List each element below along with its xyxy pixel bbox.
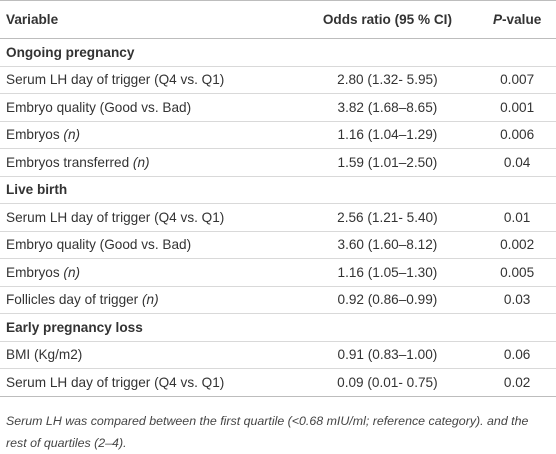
section-row: Ongoing pregnancy bbox=[0, 38, 556, 67]
section-title: Early pregnancy loss bbox=[0, 313, 556, 342]
variable-cell: Serum LH day of trigger (Q4 vs. Q1) bbox=[0, 203, 297, 232]
data-row: Embryos (n) 1.16 (1.04–1.29) 0.006 bbox=[0, 121, 556, 149]
header-row: Variable Odds ratio (95 % CI) P-value bbox=[0, 0, 556, 39]
p-value-cell: 0.005 bbox=[478, 258, 556, 287]
section-row: Live birth bbox=[0, 176, 556, 204]
data-row: Serum LH day of trigger (Q4 vs. Q1) 0.09 … bbox=[0, 368, 556, 397]
p-value-cell: 0.002 bbox=[478, 231, 556, 259]
p-value-cell: 0.001 bbox=[478, 93, 556, 122]
odds-ratio-cell: 3.82 (1.68–8.65) bbox=[296, 93, 479, 122]
p-value-cell: 0.006 bbox=[478, 121, 556, 149]
results-table: Variable Odds ratio (95 % CI) P-value Ongo… bbox=[0, 0, 556, 397]
data-row: Serum LH day of trigger (Q4 vs. Q1) 2.80 … bbox=[0, 66, 556, 94]
p-value-cell: 0.02 bbox=[478, 368, 556, 397]
section-title: Ongoing pregnancy bbox=[0, 38, 556, 67]
data-row: Embryos (n) 1.16 (1.05–1.30) 0.005 bbox=[0, 258, 556, 287]
odds-ratio-cell: 0.09 (0.01- 0.75) bbox=[296, 368, 479, 397]
table-header: Variable Odds ratio (95 % CI) P-value bbox=[0, 0, 556, 39]
odds-ratio-cell: 1.16 (1.04–1.29) bbox=[296, 121, 479, 149]
odds-ratio-cell: 0.92 (0.86–0.99) bbox=[296, 286, 479, 314]
p-value-cell: 0.01 bbox=[478, 203, 556, 232]
odds-ratio-cell: 1.16 (1.05–1.30) bbox=[296, 258, 479, 287]
odds-ratio-cell: 0.91 (0.83–1.00) bbox=[296, 341, 479, 369]
p-value-cell: 0.03 bbox=[478, 286, 556, 314]
variable-cell: Follicles day of trigger (n) bbox=[0, 286, 297, 314]
data-row: Follicles day of trigger (n) 0.92 (0.86–0… bbox=[0, 286, 556, 314]
odds-ratio-cell: 2.80 (1.32- 5.95) bbox=[296, 66, 479, 94]
variable-cell: Embryo quality (Good vs. Bad) bbox=[0, 93, 297, 122]
section-row: Early pregnancy loss bbox=[0, 313, 556, 342]
footnote: Serum LH was compared between the first … bbox=[6, 413, 529, 450]
header-cell: Variable bbox=[0, 0, 297, 39]
variable-cell: Serum LH day of trigger (Q4 vs. Q1) bbox=[0, 66, 297, 94]
table-body: Ongoing pregnancy Serum LH day of trigger… bbox=[0, 38, 556, 397]
data-row: Embryo quality (Good vs. Bad) 3.82 (1.68–… bbox=[0, 93, 556, 122]
p-value-cell: 0.04 bbox=[478, 148, 556, 177]
data-row: BMI (Kg/m2) 0.91 (0.83–1.00) 0.06 bbox=[0, 341, 556, 369]
p-value-cell: 0.007 bbox=[478, 66, 556, 94]
variable-cell: Serum LH day of trigger (Q4 vs. Q1) bbox=[0, 368, 297, 397]
variable-cell: Embryos (n) bbox=[0, 121, 297, 149]
section-title: Live birth bbox=[0, 176, 556, 204]
data-row: Embryo quality (Good vs. Bad) 3.60 (1.60–… bbox=[0, 231, 556, 259]
variable-cell: Embryos transferred (n) bbox=[0, 148, 297, 177]
p-value-cell: 0.06 bbox=[478, 341, 556, 369]
header-cell: Odds ratio (95 % CI) bbox=[296, 0, 479, 39]
data-row: Serum LH day of trigger (Q4 vs. Q1) 2.56 … bbox=[0, 203, 556, 232]
variable-cell: BMI (Kg/m2) bbox=[0, 341, 297, 369]
odds-ratio-cell: 2.56 (1.21- 5.40) bbox=[296, 203, 479, 232]
variable-cell: Embryo quality (Good vs. Bad) bbox=[0, 231, 297, 259]
odds-ratio-cell: 1.59 (1.01–2.50) bbox=[296, 148, 479, 177]
header-cell: P-value bbox=[478, 0, 556, 39]
data-row: Embryos transferred (n) 1.59 (1.01–2.50) 0… bbox=[0, 148, 556, 177]
variable-cell: Embryos (n) bbox=[0, 258, 297, 287]
odds-ratio-cell: 3.60 (1.60–8.12) bbox=[296, 231, 479, 259]
